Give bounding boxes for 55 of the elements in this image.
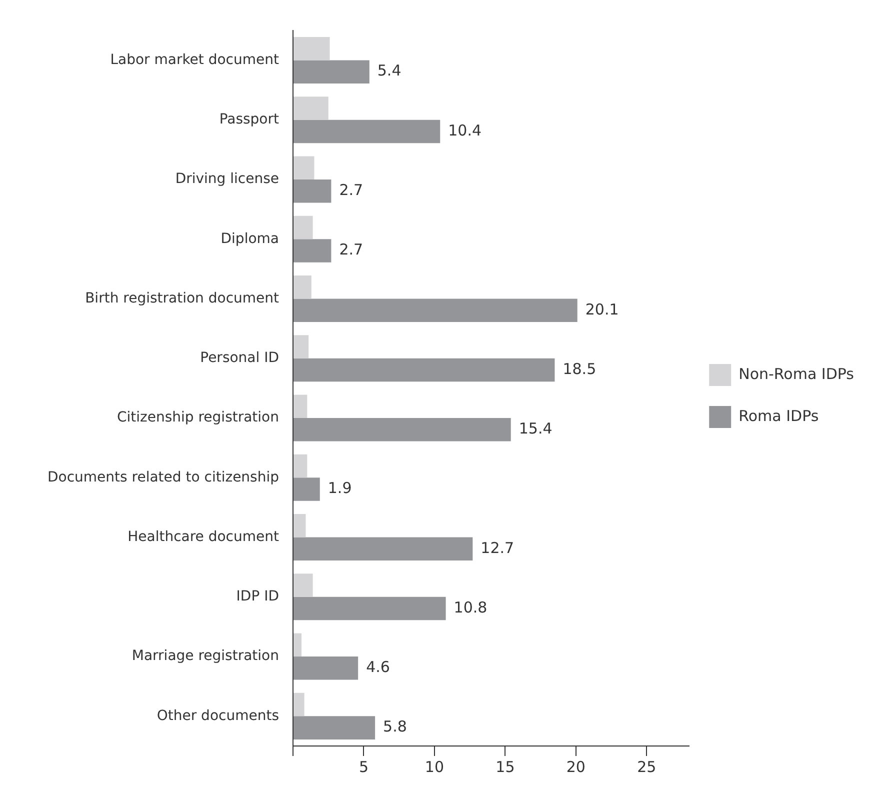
bar <box>294 596 446 620</box>
y-tick-label: Driving license <box>175 171 279 188</box>
bar <box>294 418 511 442</box>
x-tick-label: 15 <box>496 758 515 776</box>
bar <box>294 574 313 597</box>
data-label: 2.7 <box>339 181 364 199</box>
bar <box>294 656 358 680</box>
legend-label: Non-Roma IDPs <box>738 364 854 383</box>
y-tick-label: Passport <box>219 111 280 128</box>
bar <box>294 156 314 180</box>
data-label: 18.5 <box>562 360 596 378</box>
bar <box>294 478 320 501</box>
bar <box>294 716 376 740</box>
x-tick-label: 5 <box>358 758 369 776</box>
x-tick-label: 25 <box>637 758 656 776</box>
bar <box>294 514 306 538</box>
data-label: 10.8 <box>454 598 488 616</box>
data-label: 20.1 <box>585 300 619 318</box>
bar <box>294 60 370 84</box>
y-tick-label: Other documents <box>156 708 279 724</box>
bar <box>294 36 330 60</box>
y-tick-label: Diploma <box>220 230 279 247</box>
y-tick-label: Citizenship registration <box>116 410 279 426</box>
y-tick-label: Documents related to citizenship <box>48 469 280 486</box>
bar <box>294 335 309 358</box>
x-tick-label: 20 <box>566 758 586 776</box>
bar <box>294 96 328 120</box>
data-label: 4.6 <box>366 658 390 676</box>
data-label: 2.7 <box>339 240 364 259</box>
y-tick-label: Marriage registration <box>132 648 279 664</box>
data-label: 15.4 <box>518 420 552 438</box>
bar <box>294 275 312 299</box>
bar <box>294 454 308 478</box>
bar <box>294 239 332 262</box>
y-tick-label: IDP ID <box>236 588 279 605</box>
data-label: 5.8 <box>383 718 407 736</box>
data-label: 10.4 <box>448 121 482 140</box>
bar <box>294 394 308 418</box>
bar <box>294 692 304 716</box>
data-label: 12.7 <box>480 538 514 557</box>
bar <box>294 298 578 322</box>
bar <box>294 120 440 144</box>
y-tick-label: Healthcare document <box>128 528 280 545</box>
bar <box>294 216 313 240</box>
bar <box>294 537 473 561</box>
legend-label: Roma IDPs <box>738 406 819 425</box>
data-label: 5.4 <box>377 62 402 80</box>
bar <box>294 358 555 382</box>
bar <box>294 633 302 657</box>
y-tick-label: Labor market document <box>110 52 280 68</box>
y-tick-label: Personal ID <box>200 350 279 366</box>
x-tick-label: 10 <box>424 758 444 776</box>
data-label: 1.9 <box>328 479 352 498</box>
bar <box>294 179 332 203</box>
y-tick-label: Birth registration document <box>85 290 280 306</box>
